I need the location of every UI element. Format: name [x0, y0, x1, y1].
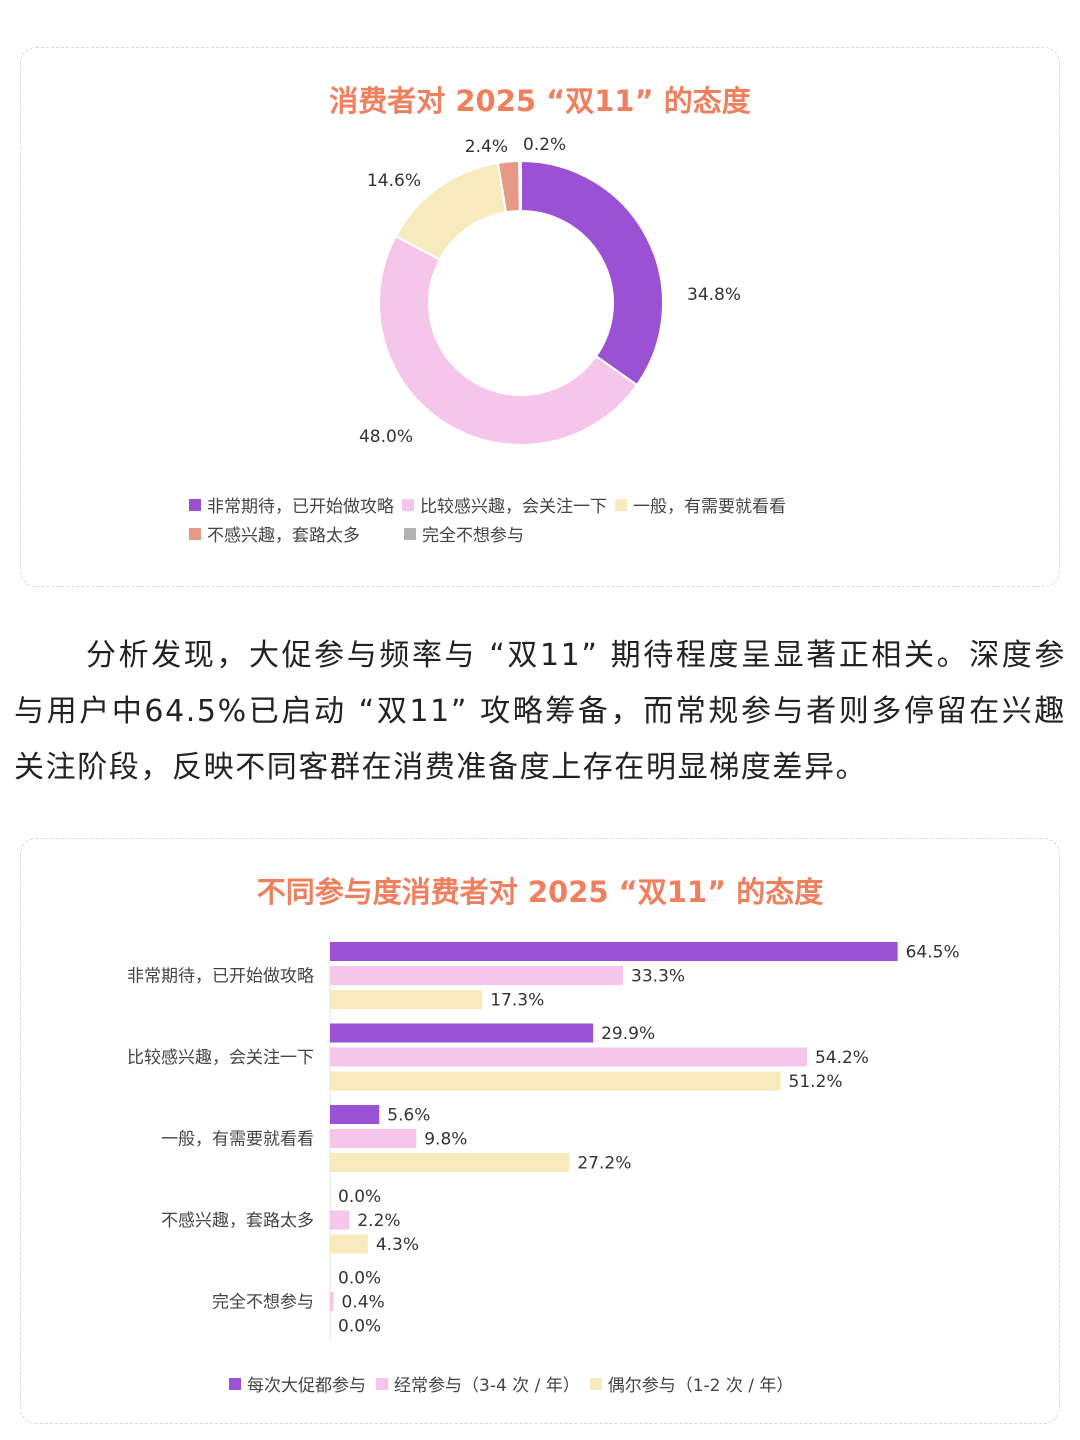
legend-swatch	[229, 1377, 241, 1390]
donut-slice-label: 48.0%	[359, 427, 413, 447]
bar-value-label: 33.3%	[631, 967, 685, 987]
bar	[330, 1129, 417, 1148]
bar-value-label: 27.2%	[577, 1154, 631, 1174]
bar-value-label: 9.8%	[424, 1130, 467, 1150]
bar	[330, 1292, 334, 1311]
bar-value-label: 29.9%	[601, 1024, 655, 1044]
bar	[330, 966, 624, 985]
legend-item-frequent: 经常参与（3-4 次 / 年）	[376, 1371, 580, 1396]
analysis-paragraph: 分析发现，大促参与频率与 “双11” 期待程度呈显著正相关。深度参与用户中64.…	[14, 638, 1066, 785]
legend-label: 每次大促都参与	[247, 1376, 366, 1396]
legend-label: 非常期待，已开始做攻略	[207, 497, 394, 517]
bar	[330, 990, 483, 1009]
bar	[330, 1023, 594, 1043]
legend-item-very-expecting: 非常期待，已开始做攻略	[189, 492, 394, 517]
donut-slice-label: 14.6%	[367, 171, 421, 191]
legend-label: 偶尔参与（1-2 次 / 年）	[607, 1376, 794, 1396]
donut-slice	[378, 234, 639, 446]
legend-item-neutral: 一般，有需要就看看	[615, 492, 786, 517]
donut-chart-title: 消费者对 2025 “双11” 的态度	[329, 84, 751, 118]
bar	[330, 1071, 781, 1091]
bar	[330, 1047, 807, 1067]
bar-value-label: 17.3%	[490, 991, 544, 1011]
bar	[330, 1210, 350, 1230]
donut-legend-row-1: 非常期待，已开始做攻略 比较感兴趣，会关注一下 一般，有需要就看看	[189, 492, 786, 517]
bar-chart-title: 不同参与度消费者对 2025 “双11” 的态度	[256, 875, 824, 909]
bar-legend: 每次大促都参与 经常参与（3-4 次 / 年） 偶尔参与（1-2 次 / 年）	[229, 1371, 793, 1396]
donut-chart-card: 消费者对 2025 “双11” 的态度 34.8% 48.0% 14.6% 2.4% 0…	[20, 47, 1060, 587]
bar-value-label: 2.2%	[357, 1211, 400, 1231]
donut-slice-label: 2.4%	[465, 137, 508, 157]
donut-slice-label: 0.2%	[523, 135, 566, 155]
legend-label: 经常参与（3-4 次 / 年）	[394, 1376, 580, 1396]
legend-swatch	[376, 1377, 388, 1390]
category-label: 比较感兴趣，会关注一下	[127, 1048, 314, 1068]
bar	[330, 942, 898, 961]
legend-swatch	[189, 527, 201, 540]
bar-chart-card: 不同参与度消费者对 2025 “双11” 的态度 非常期待，已开始做攻略 64.5…	[20, 838, 1060, 1424]
legend-item-interested: 比较感兴趣，会关注一下	[402, 492, 607, 517]
donut-legend-row-2: 不感兴趣，套路太多 完全不想参与	[189, 521, 524, 546]
bar-value-label: 0.0%	[338, 1187, 381, 1207]
legend-swatch	[189, 498, 201, 511]
category-label: 不感兴趣，套路太多	[161, 1211, 314, 1231]
bar-value-label: 4.3%	[376, 1235, 419, 1255]
bar-value-label: 0.0%	[338, 1317, 381, 1337]
legend-item-every-promotion: 每次大促都参与	[229, 1371, 366, 1396]
legend-item-occasional: 偶尔参与（1-2 次 / 年）	[589, 1371, 794, 1396]
legend-swatch	[589, 1377, 602, 1390]
bar-value-label: 0.0%	[338, 1269, 381, 1289]
bar-value-label: 64.5%	[906, 943, 960, 963]
legend-swatch	[402, 498, 414, 511]
donut-slice-label: 34.8%	[687, 285, 741, 305]
bar-value-label: 5.6%	[387, 1106, 430, 1126]
legend-label: 完全不想参与	[422, 526, 524, 546]
bar	[330, 1153, 570, 1172]
legend-swatch	[404, 527, 416, 540]
donut-slice	[518, 159, 522, 213]
bar-chart: 非常期待，已开始做攻略 64.5% 33.3% 17.3% 比较感兴趣，会关注一下 29.…	[127, 935, 960, 1339]
bar	[330, 1105, 380, 1124]
category-label: 非常期待，已开始做攻略	[127, 967, 314, 987]
legend-item-not-interested: 不感兴趣，套路太多	[189, 521, 360, 546]
bar	[330, 1234, 368, 1254]
legend-swatch	[615, 498, 627, 511]
legend-label: 不感兴趣，套路太多	[207, 526, 360, 546]
category-label: 一般，有需要就看看	[161, 1130, 314, 1150]
donut-slice	[520, 159, 664, 387]
bar-value-label: 54.2%	[815, 1048, 869, 1068]
legend-label: 比较感兴趣，会关注一下	[420, 497, 607, 517]
legend-item-no-participation: 完全不想参与	[404, 521, 524, 546]
category-label: 完全不想参与	[212, 1293, 314, 1313]
bar-value-label: 0.4%	[342, 1293, 385, 1313]
legend-label: 一般，有需要就看看	[633, 497, 786, 517]
bar-value-label: 51.2%	[789, 1072, 843, 1092]
donut-chart: 34.8% 48.0% 14.6% 2.4% 0.2%	[359, 135, 741, 447]
